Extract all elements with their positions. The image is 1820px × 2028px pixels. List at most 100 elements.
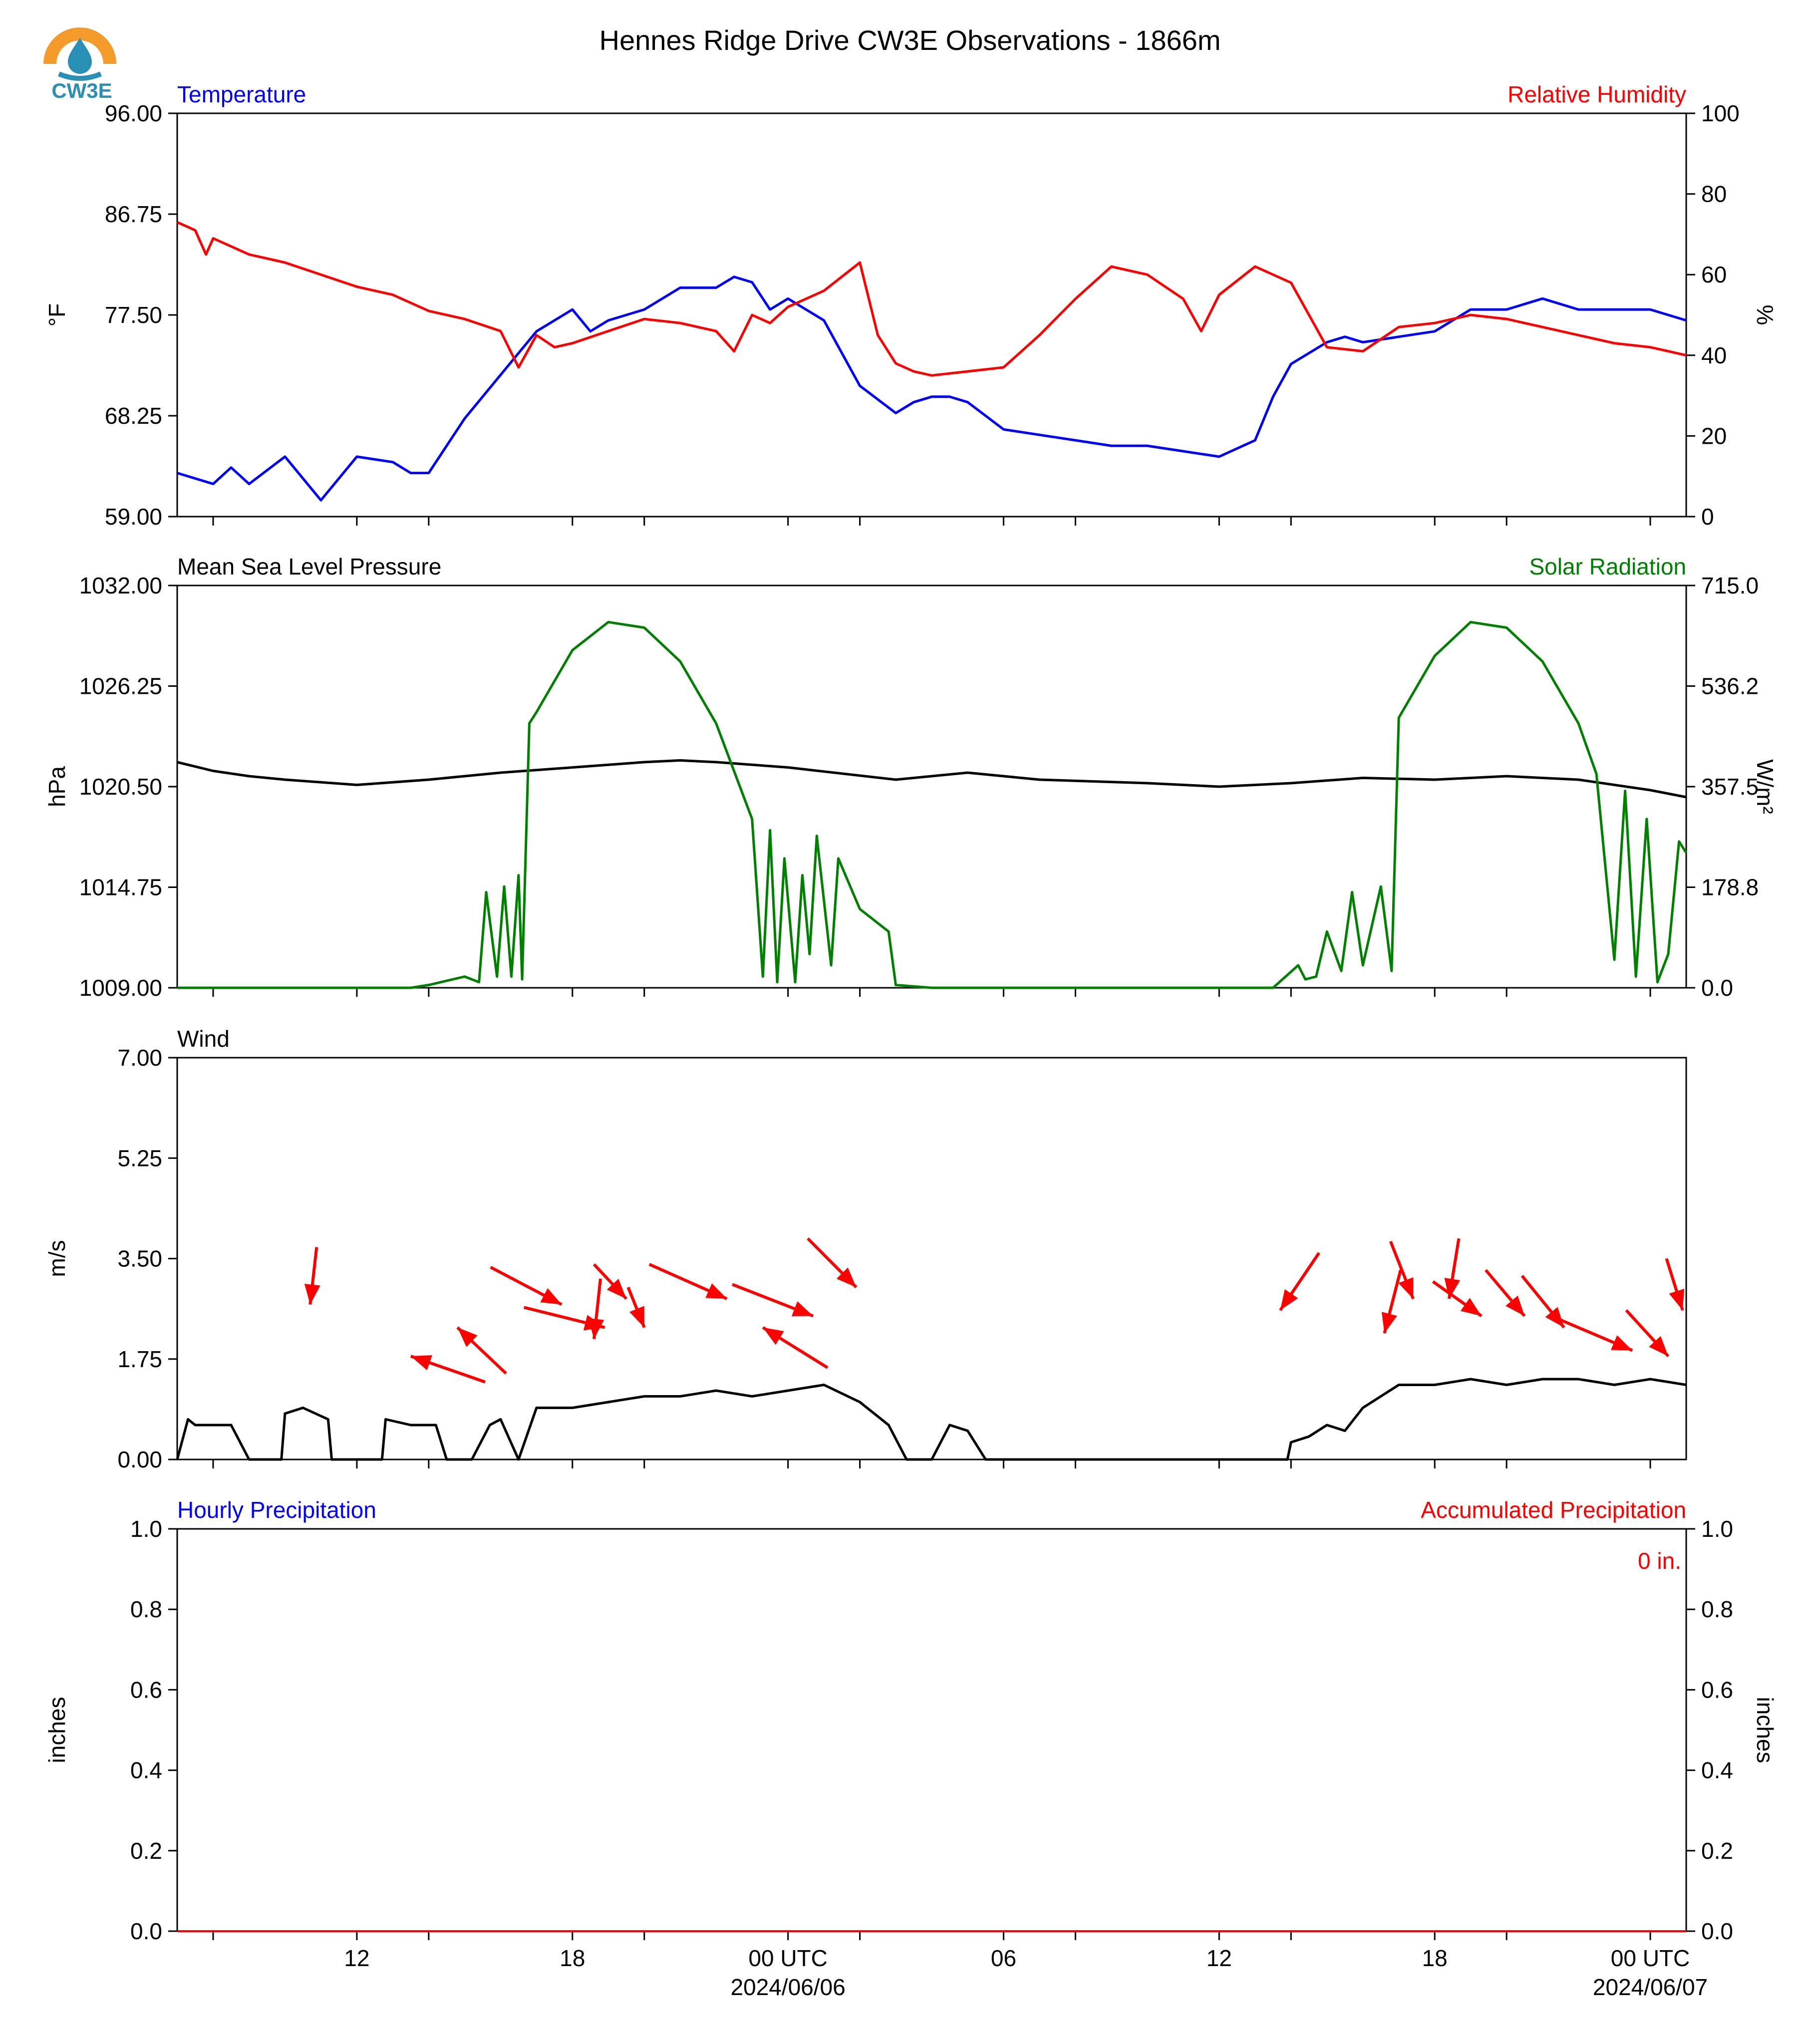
logo-text: CW3E bbox=[51, 79, 112, 102]
panel-precip: Hourly Precipitation Accumulated Precipit… bbox=[44, 1497, 1778, 1944]
left-axis-tick-label: 1020.50 bbox=[79, 774, 162, 800]
time-tick-label: 06 bbox=[991, 1945, 1016, 1971]
logo-water-drop bbox=[68, 38, 92, 74]
date-label: 2024/06/07 bbox=[1593, 1974, 1708, 2000]
time-tick-label: 00 UTC bbox=[1611, 1945, 1690, 1971]
wind-arrow bbox=[1279, 1252, 1320, 1311]
wind-arrow-head bbox=[410, 1355, 432, 1371]
accumulated-total-label: 0 in. bbox=[1638, 1548, 1681, 1574]
wind-arrow bbox=[807, 1237, 858, 1289]
water-drop-sun-logo bbox=[30, 19, 130, 114]
right-axis-tick-label: 0 bbox=[1701, 504, 1714, 530]
time-tick-label: 00 UTC bbox=[748, 1945, 827, 1971]
panel-right-title: Solar Radiation bbox=[1529, 554, 1686, 579]
right-axis-tick-label: 20 bbox=[1701, 423, 1727, 449]
left-axis-tick-label: 1026.25 bbox=[79, 673, 162, 699]
wind-arrow-head bbox=[1460, 1298, 1482, 1316]
wind-arrow-head bbox=[629, 1306, 644, 1328]
right-axis-tick-label: 178.8 bbox=[1701, 874, 1759, 900]
right-axis-tick-label: 0.2 bbox=[1701, 1838, 1733, 1864]
wind-arrow bbox=[593, 1263, 627, 1300]
left-axis-tick-label: 0.00 bbox=[117, 1447, 162, 1472]
chart-panels: Temperature Relative Humidity 96.00 86.75 77… bbox=[44, 81, 1778, 2000]
figure-title: Hennes Ridge Drive CW3E Observations - 1… bbox=[600, 24, 1221, 56]
left-axis-tick-label: 59.00 bbox=[105, 504, 162, 530]
panel-left-title: Temperature bbox=[177, 81, 306, 107]
wind-arrow-head bbox=[1506, 1295, 1525, 1316]
wind-arrow bbox=[523, 1306, 606, 1331]
wind-arrow bbox=[731, 1283, 814, 1318]
left-axis-tick-label: 1.0 bbox=[130, 1516, 162, 1542]
wind-arrow bbox=[1665, 1258, 1685, 1311]
wind-arrow bbox=[456, 1326, 507, 1375]
left-axis-tick-label: 0.6 bbox=[130, 1677, 162, 1703]
wind-arrow-head bbox=[836, 1267, 857, 1287]
left-axis-tick-label: 0.2 bbox=[130, 1838, 162, 1864]
right-axis-tick-label: 80 bbox=[1701, 181, 1727, 207]
wind-arrow-head bbox=[583, 1315, 605, 1331]
right-axis-tick-label: 715.0 bbox=[1701, 573, 1759, 598]
panel-right-title: Relative Humidity bbox=[1508, 81, 1686, 107]
left-axis-tick-label: 0.0 bbox=[130, 1918, 162, 1944]
right-axis-tick-label: 1.0 bbox=[1701, 1516, 1733, 1542]
panel-wind: Wind 7.00 5.25 3.50 1.75 0.00 m/s bbox=[44, 1026, 1687, 1472]
series-line-temperature bbox=[177, 276, 1687, 502]
wind-arrow bbox=[1381, 1269, 1402, 1334]
wind-arrow bbox=[1625, 1309, 1670, 1358]
left-axis-tick-label: 3.50 bbox=[117, 1246, 162, 1272]
right-axis-tick-label: 536.2 bbox=[1701, 673, 1759, 699]
wind-arrow bbox=[1520, 1275, 1565, 1329]
time-tick-label: 18 bbox=[560, 1945, 585, 1971]
wind-arrow-head bbox=[304, 1283, 320, 1305]
wind-arrow-head bbox=[1610, 1335, 1633, 1351]
right-axis-tick-label: 357.5 bbox=[1701, 774, 1759, 800]
wind-arrow-head bbox=[1669, 1289, 1685, 1310]
wind-arrow bbox=[1432, 1280, 1483, 1317]
wind-arrow bbox=[626, 1286, 646, 1328]
right-axis-tick-label: 0.0 bbox=[1701, 1918, 1733, 1944]
right-axis-tick-label: 0.0 bbox=[1701, 975, 1733, 1001]
left-axis-tick-label: 0.8 bbox=[130, 1596, 162, 1622]
wind-arrow bbox=[490, 1266, 563, 1306]
left-axis-tick-label: 1014.75 bbox=[79, 874, 162, 900]
series-line-wind-speed bbox=[176, 1378, 1687, 1461]
wind-arrow bbox=[1389, 1240, 1415, 1300]
wind-arrow bbox=[762, 1326, 829, 1369]
right-axis-tick-label: 0.8 bbox=[1701, 1596, 1733, 1622]
logo-wave bbox=[58, 71, 102, 81]
time-tick-label: 12 bbox=[1207, 1945, 1232, 1971]
panel-left-title: Mean Sea Level Pressure bbox=[177, 554, 441, 579]
left-axis-tick-label: 1032.00 bbox=[79, 573, 162, 598]
panel-right-title: Accumulated Precipitation bbox=[1421, 1497, 1686, 1523]
panel-left-title: Hourly Precipitation bbox=[177, 1497, 376, 1523]
date-label: 2024/06/06 bbox=[730, 1974, 845, 2000]
wind-arrow-head bbox=[1381, 1312, 1397, 1333]
series-line-solar-radiation bbox=[177, 620, 1688, 989]
series-line-relative-humidity bbox=[176, 221, 1687, 377]
right-axis-label: % bbox=[1752, 305, 1778, 325]
logo-sun-ring bbox=[43, 27, 116, 64]
right-axis-label: inches bbox=[1752, 1697, 1778, 1763]
wind-arrow-head bbox=[763, 1327, 784, 1345]
wind-arrow bbox=[410, 1355, 486, 1384]
left-axis-tick-label: 5.25 bbox=[117, 1145, 162, 1171]
time-tick-label: 12 bbox=[344, 1945, 369, 1971]
wind-arrow-head bbox=[1545, 1307, 1564, 1328]
wind-arrow-head bbox=[607, 1278, 626, 1299]
left-axis-label: °F bbox=[44, 303, 70, 327]
left-axis-tick-label: 0.4 bbox=[130, 1757, 162, 1783]
wind-arrow-head bbox=[457, 1327, 478, 1347]
panel-left-title: Wind bbox=[177, 1026, 230, 1052]
series-line-mean-sea-level-pressure bbox=[177, 759, 1687, 799]
panel-pressure_solar: Mean Sea Level Pressure Solar Radiation 10… bbox=[44, 554, 1778, 1001]
wind-arrow-head bbox=[1280, 1289, 1298, 1310]
right-axis-tick-label: 0.6 bbox=[1701, 1677, 1733, 1703]
left-axis-label: inches bbox=[44, 1697, 70, 1763]
right-axis-tick-label: 40 bbox=[1701, 342, 1727, 368]
right-axis-tick-label: 60 bbox=[1701, 262, 1727, 288]
wind-arrow bbox=[648, 1263, 728, 1300]
left-axis-label: m/s bbox=[44, 1240, 70, 1277]
wind-arrow-head bbox=[791, 1301, 813, 1316]
left-axis-tick-label: 77.50 bbox=[105, 302, 162, 328]
